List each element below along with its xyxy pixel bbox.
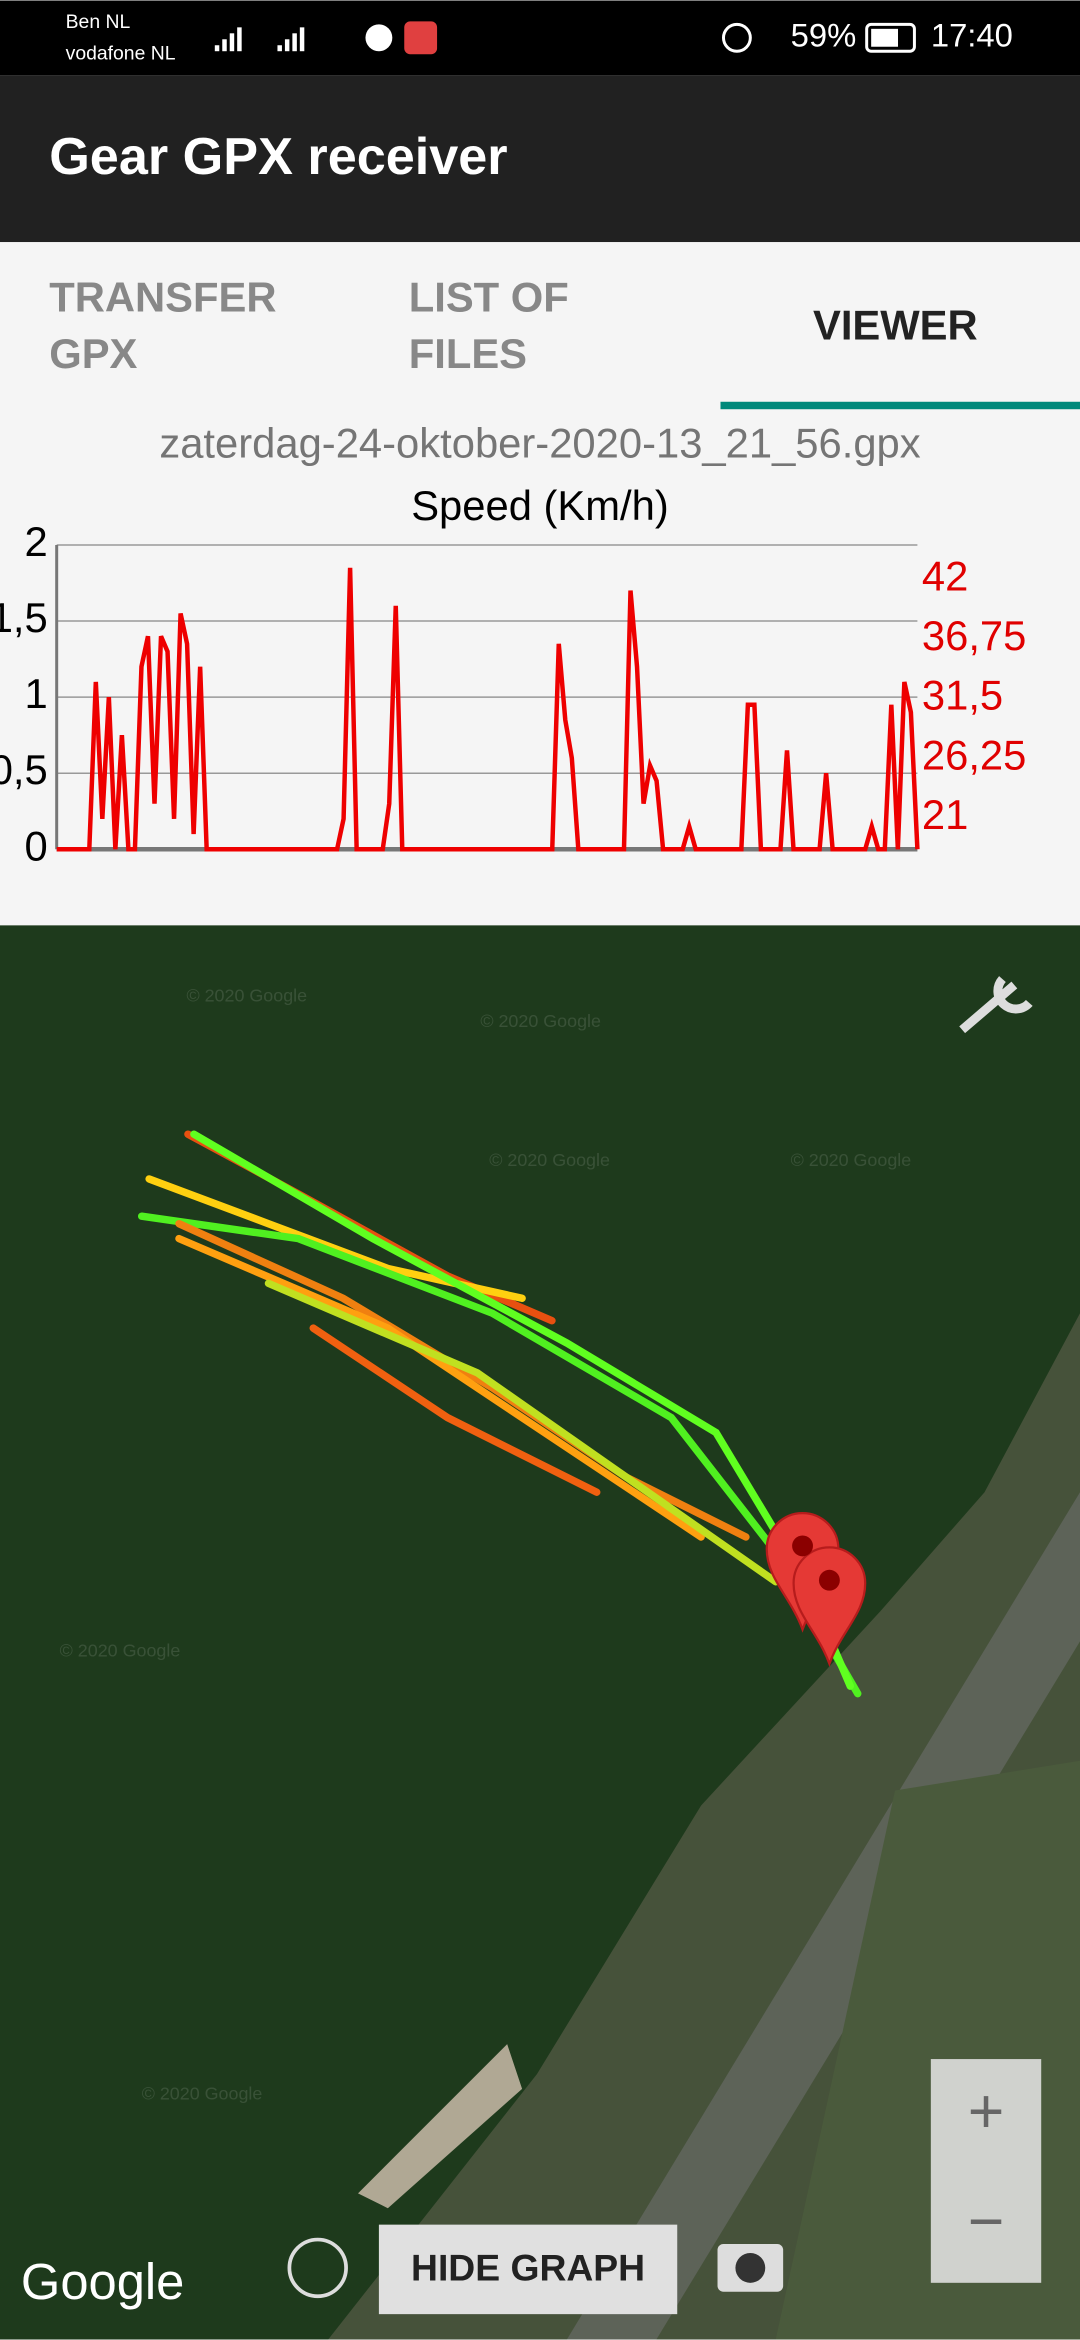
map-watermark: © 2020 Google xyxy=(60,1641,181,1661)
status-bar xyxy=(0,0,1080,76)
signal-icons xyxy=(214,21,916,55)
tab-label[interactable]: LIST OF xyxy=(409,273,569,320)
map-watermark: © 2020 Google xyxy=(480,1011,601,1031)
y2-tick-label: 36,75 xyxy=(922,612,1026,659)
map-watermark: © 2020 Google xyxy=(489,1150,610,1170)
y2-tick-label: 31,5 xyxy=(922,672,1003,719)
tab-indicator xyxy=(720,401,1080,410)
settings-icon xyxy=(959,976,1033,1034)
zoom-out[interactable]: − xyxy=(968,2187,1005,2257)
map xyxy=(0,925,1080,2340)
map-watermark: © 2020 Google xyxy=(186,986,307,1006)
y-tick-label: 0,5 xyxy=(0,746,48,793)
hide-graph-label[interactable]: HIDE GRAPH xyxy=(411,2247,645,2289)
chart: 0 0,5 1 1,5 2 21 26,25 31,5 36,75 42 xyxy=(0,518,1026,869)
hide-graph-button[interactable] xyxy=(378,2224,678,2315)
tab-label[interactable]: TRANSFER xyxy=(49,273,276,320)
y2-tick-label: 42 xyxy=(922,552,968,599)
tab-label[interactable]: VIEWER xyxy=(813,302,978,349)
info-button[interactable] xyxy=(287,2237,348,2299)
tab-label[interactable]: FILES xyxy=(409,330,527,377)
y2-tick-label: 21 xyxy=(922,791,968,838)
tab-bar: TRANSFER GPX LIST OF FILES VIEWER xyxy=(49,273,977,377)
zoom-in[interactable]: + xyxy=(968,2076,1005,2146)
watermarks: © 2020 Google © 2020 Google © 2020 Google ©… xyxy=(60,986,912,2104)
chart-title: Speed (Km/h) xyxy=(411,482,669,529)
google-logo: Google xyxy=(21,2253,185,2310)
network: vodafone NL xyxy=(66,42,176,64)
operator: Ben NL xyxy=(66,11,131,33)
map-watermark: © 2020 Google xyxy=(142,2084,263,2104)
speed-line xyxy=(56,567,920,852)
y2-tick-label: 26,25 xyxy=(922,731,1026,778)
app-bar xyxy=(0,75,1080,243)
zoom-controls[interactable] xyxy=(930,2059,1042,2283)
file-name: zaterdag-24-oktober-2020-13_21_56.gpx xyxy=(159,420,920,467)
clock: 17:40 xyxy=(931,16,1013,53)
map-watermark: © 2020 Google xyxy=(791,1150,912,1170)
app-title: Gear GPX receiver xyxy=(49,128,507,186)
y-tick-label: 0 xyxy=(25,822,48,869)
y-tick-label: 1 xyxy=(25,670,48,717)
y-tick-label: 1,5 xyxy=(0,594,48,641)
y-tick-label: 2 xyxy=(25,518,48,565)
camera-button[interactable] xyxy=(717,2244,784,2292)
battery-level: 59% xyxy=(791,16,857,53)
tab-label[interactable]: GPX xyxy=(49,330,137,377)
